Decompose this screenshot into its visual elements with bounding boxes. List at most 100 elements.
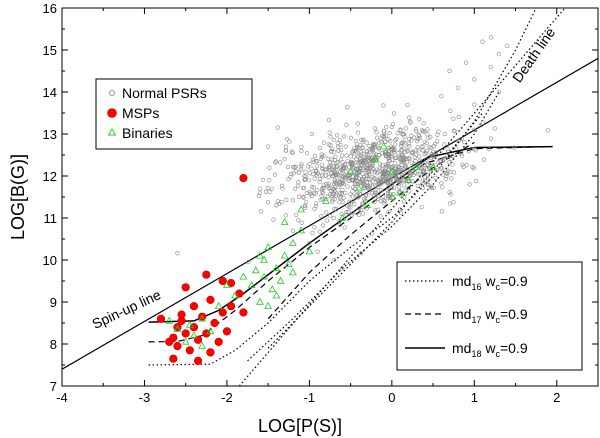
- normal-psr-point: [426, 172, 431, 177]
- normal-psr-point: [426, 177, 431, 182]
- binary-point: [379, 142, 388, 150]
- binary-point: [231, 291, 240, 299]
- y-tick-label: 9: [50, 295, 57, 310]
- normal-psr-point: [451, 116, 456, 121]
- normal-psr-point: [374, 130, 379, 135]
- normal-psr-point: [336, 148, 341, 153]
- normal-psr-point: [328, 134, 333, 139]
- normal-psr-point: [435, 132, 440, 138]
- normal-psr-point: [378, 188, 384, 193]
- normal-psr-point: [368, 165, 373, 171]
- msp-point: [239, 174, 248, 183]
- normal-psr-point: [301, 194, 306, 199]
- normal-psr-point: [311, 191, 317, 196]
- normal-psr-point: [402, 183, 407, 188]
- track-md18: [148, 145, 553, 323]
- normal-psr-point: [382, 198, 388, 204]
- normal-psr-point: [377, 140, 382, 145]
- normal-psr-point: [433, 175, 438, 181]
- binary-point: [165, 316, 174, 324]
- legend-md18-sub1: 18: [471, 349, 481, 359]
- binary-point: [214, 301, 223, 309]
- normal-psr-point: [411, 172, 416, 177]
- normal-psr-point: [283, 148, 289, 153]
- normal-psr-point: [314, 173, 319, 178]
- x-tick-label: 1: [471, 390, 478, 405]
- y-tick-label: 14: [43, 85, 57, 100]
- normal-psr-point: [439, 180, 444, 186]
- binary-point: [264, 301, 273, 309]
- normal-psr-point: [392, 160, 397, 166]
- normal-psr-point: [439, 94, 444, 99]
- binary-point: [190, 331, 198, 339]
- normal-psr-point: [346, 209, 351, 215]
- normal-psr-point: [409, 160, 414, 165]
- normal-psr-point: [370, 147, 375, 152]
- normal-psr-point: [333, 154, 338, 159]
- normal-psr-point: [431, 185, 436, 190]
- normal-psr-point: [292, 165, 297, 170]
- normal-psr-point: [339, 167, 344, 173]
- normal-psr-point: [290, 198, 296, 203]
- normal-psr-point: [403, 126, 408, 131]
- x-tick-label: 0: [388, 390, 395, 405]
- normal-psr-point: [360, 145, 365, 150]
- normal-psr-point: [258, 186, 263, 191]
- normal-psr-point: [384, 124, 389, 130]
- normal-psr-point: [336, 144, 341, 149]
- normal-psr-point: [381, 129, 386, 134]
- normal-psr-point: [451, 200, 456, 205]
- normal-psr-point: [430, 163, 436, 168]
- legend-md18-base: md: [452, 340, 471, 356]
- scatter-legend: Normal PSRs MSPs Binaries: [95, 78, 253, 150]
- normal-psr-point: [273, 160, 278, 165]
- normal-psr-point: [332, 169, 337, 174]
- normal-psr-point: [407, 156, 412, 161]
- normal-psr-point: [386, 152, 391, 157]
- normal-psr-point: [405, 170, 410, 175]
- normal-psr-point: [356, 154, 361, 159]
- normal-psr-point: [379, 136, 384, 141]
- normal-psr-point: [385, 180, 390, 185]
- normal-psr-point: [488, 35, 493, 40]
- normal-psr-point: [319, 214, 324, 219]
- normal-psr-point: [367, 152, 372, 158]
- normal-psr-point: [346, 178, 352, 183]
- y-tick-label: 13: [43, 127, 57, 142]
- y-tick-label: 8: [50, 337, 57, 352]
- legend-label-msp: MSPs: [122, 105, 159, 121]
- normal-psr-point: [467, 182, 472, 187]
- legend-md17-sub2: c: [495, 315, 500, 325]
- normal-psr-point: [390, 164, 395, 169]
- normal-psr-point: [360, 151, 365, 156]
- normal-psr-point: [362, 196, 367, 202]
- normal-psr-point: [387, 130, 392, 136]
- normal-psr-point: [314, 201, 319, 206]
- normal-psr-point: [344, 153, 349, 158]
- normal-psr-point: [258, 209, 263, 214]
- normal-psr-point: [337, 222, 343, 228]
- normal-psr-point: [417, 177, 422, 182]
- normal-psr-point: [348, 135, 354, 140]
- normal-psr-point: [377, 165, 383, 171]
- normal-psr-point: [353, 182, 359, 187]
- normal-psr-point: [311, 159, 316, 164]
- normal-psr-point: [317, 145, 323, 150]
- msp-point: [226, 302, 236, 311]
- normal-psr-point: [403, 141, 408, 146]
- normal-psr-point: [447, 160, 452, 165]
- normal-psr-point: [471, 166, 476, 171]
- normal-psr-point: [480, 120, 486, 125]
- binary-point: [272, 291, 281, 299]
- normal-psr-point: [303, 174, 308, 179]
- normal-psr-point: [265, 200, 271, 205]
- normal-psr-point: [398, 170, 403, 175]
- normal-psr-point: [447, 68, 452, 74]
- normal-psr-point: [388, 139, 393, 144]
- normal-psr-point: [448, 108, 453, 113]
- normal-psr-point: [361, 186, 366, 191]
- normal-psr-point: [291, 165, 296, 170]
- binary-point: [198, 314, 207, 322]
- normal-psr-point: [324, 218, 330, 223]
- legend-md17-mid: w: [481, 306, 496, 322]
